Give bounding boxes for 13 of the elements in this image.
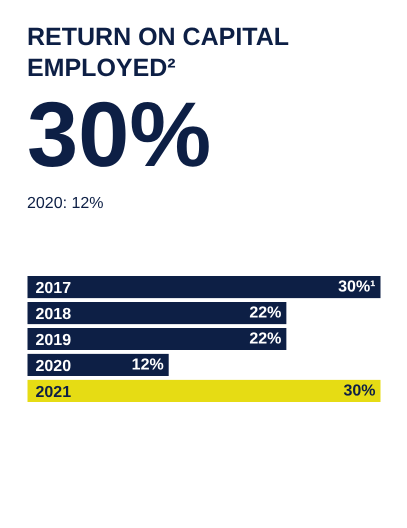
data-label: 12% [132,356,164,374]
text: 2020: 12% [27,194,104,214]
y-tick-label: 2018 [36,306,72,324]
data-label: 30% [343,382,376,400]
data-label: 30%¹ [338,278,376,296]
chart-title: RETURN ON CAPITAL EMPLOYED² [27,22,290,84]
y-tick-label: 2017 [36,280,72,298]
data-label: 22% [249,304,282,322]
data-label: 22% [249,330,282,348]
text: 30% [27,84,212,186]
y-tick-label: 2021 [36,384,72,401]
y-tick-label: 2020 [36,358,72,375]
y-tick-label: 2019 [36,332,72,349]
